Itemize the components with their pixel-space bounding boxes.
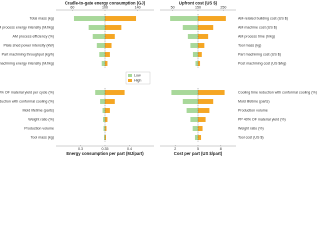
category-label: PP 40% OF material yield per cycle (%) (0, 90, 54, 94)
panel-title: Upfront cost (US $) (179, 1, 218, 6)
category-label: Total mass (kg) (30, 16, 54, 20)
category-label: Plate shed power intensity (kW) (3, 43, 54, 47)
bar-high (105, 108, 110, 113)
category-label: Mold lifetime (parts) (238, 99, 270, 103)
x-tick-label: 60 (70, 5, 74, 9)
x-tick-label: 250 (220, 5, 226, 9)
category-label: Tool cost (US $) (238, 135, 264, 139)
x-tick-label: 0.35 (102, 147, 109, 151)
category-label: Part machining throughput (kg/h) (2, 52, 54, 56)
bar-low (190, 43, 198, 48)
bar-low (170, 16, 198, 21)
bar-low (171, 90, 198, 95)
bar-high (105, 16, 137, 21)
legend-swatch (128, 74, 132, 77)
bar-low (96, 43, 105, 48)
bar-low (100, 99, 105, 104)
panel-title: Cradle-to-gate energy consumption (GJ) (65, 1, 146, 6)
category-label: Production volume (238, 108, 268, 112)
bar-high (105, 61, 108, 66)
bar-high (198, 43, 205, 48)
category-label: AM process efficiency (%) (13, 34, 54, 38)
x-tick-label: 2 (174, 147, 176, 151)
category-label: Post machining energy intensity (MJ/kg) (0, 61, 54, 65)
bar-low (102, 108, 105, 113)
bar-high (105, 99, 115, 104)
bar-low (101, 61, 105, 66)
category-label: Mold lifetime (parts) (22, 108, 54, 112)
bar-high (105, 135, 106, 140)
x-tick-label: 5 (197, 147, 199, 151)
category-label: AM-related building cost (US $) (238, 16, 288, 20)
category-label: Tool mass (kg) (238, 43, 261, 47)
legend-label: Low (134, 74, 141, 78)
bar-high (105, 90, 125, 95)
bar-high (105, 126, 107, 131)
bar-high (105, 52, 110, 57)
bar-low (88, 25, 105, 30)
category-label: AM process time (h/kg) (238, 34, 275, 38)
x-axis-label: Cost per part (US $/part) (174, 151, 223, 156)
bar-low (103, 117, 105, 122)
x-tick-label: 8 (220, 147, 222, 151)
chart: Cradle-to-gate energy consumption (GJ) En… (0, 1, 317, 157)
bar-high (198, 126, 203, 131)
bar-high (198, 99, 214, 104)
bar-low (103, 126, 105, 131)
bar-low (104, 135, 105, 140)
bar-high (105, 34, 115, 39)
category-label: Cooling time reduction with conformal co… (238, 90, 317, 94)
x-tick-label: 100 (102, 5, 108, 9)
bar-low (190, 117, 198, 122)
x-axis-label: Energy consumption per part (MJ/part) (66, 151, 144, 156)
bar-low (192, 52, 198, 57)
bar-high (105, 43, 112, 48)
bar-high (198, 25, 214, 30)
x-tick-label: 0.3 (78, 147, 83, 151)
bar-high (198, 135, 202, 140)
bar-low (182, 25, 198, 30)
bar-high (198, 61, 201, 66)
bar-high (105, 25, 122, 30)
bar-high (198, 52, 202, 57)
x-tick-label: 150 (195, 5, 201, 9)
legend-swatch (128, 79, 132, 82)
category-label: Weight ratio (%) (238, 126, 264, 130)
bar-high (198, 90, 225, 95)
bar-low (195, 61, 198, 66)
category-label: PP 40% OF material yield (%) (238, 117, 286, 121)
bar-high (198, 34, 209, 39)
bar-low (92, 34, 105, 39)
bar-low (194, 135, 198, 140)
x-tick-label: 140 (135, 5, 141, 9)
category-label: Tool mass (kg) (31, 135, 54, 139)
bar-high (198, 117, 206, 122)
category-label: Production volume (24, 126, 54, 130)
bar-low (73, 16, 105, 21)
category-label: Weight ratio (%) (28, 117, 54, 121)
bar-high (198, 108, 210, 113)
category-label: Part machining cost (US $) (238, 52, 281, 56)
x-tick-label: 50 (171, 5, 175, 9)
bar-high (198, 16, 226, 21)
category-label: Cooling time reduction with conformal co… (0, 99, 54, 103)
bar-low (182, 99, 198, 104)
bar-low (95, 90, 105, 95)
bar-low (192, 126, 198, 131)
legend-label: High (134, 79, 141, 83)
bar-low (186, 108, 198, 113)
category-label: Post machining cost (US $/kg) (238, 61, 286, 65)
category-label: AM machine cost (US $) (238, 25, 277, 29)
bar-low (187, 34, 198, 39)
bar-high (105, 117, 108, 122)
category-label: AM process energy intensity (MJ/kg) (0, 25, 54, 29)
bar-low (99, 52, 105, 57)
x-tick-label: 0.4 (127, 147, 132, 151)
